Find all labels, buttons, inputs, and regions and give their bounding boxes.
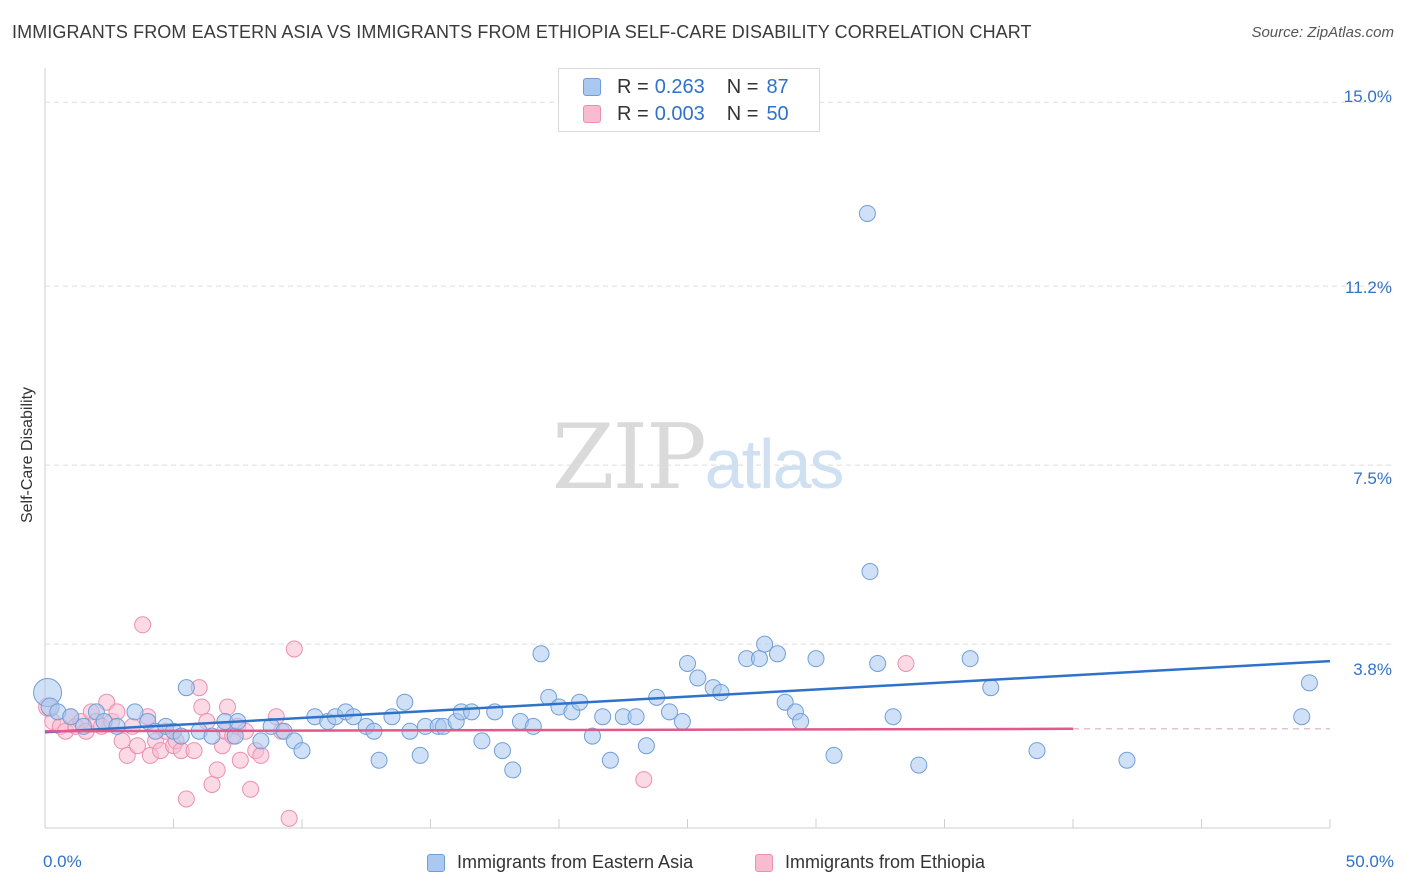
legend-swatch-ethiopia <box>755 853 773 872</box>
r-value: 0.003 <box>654 102 705 125</box>
ethiopia-point <box>897 654 915 672</box>
ethiopia-point <box>635 771 653 789</box>
y-tick-label: 15.0% <box>1343 87 1392 106</box>
y-tick-label: 7.5% <box>1353 469 1392 488</box>
eastern-asia-point <box>411 746 429 764</box>
watermark-atlas: atlas <box>704 425 845 503</box>
eastern-asia-point <box>463 703 481 721</box>
eastern-asia-point <box>1300 674 1318 692</box>
legend-item-eastern-asia: Immigrants from Eastern Asia <box>427 852 693 873</box>
n-label: N = <box>726 75 759 98</box>
eastern-asia-point <box>679 654 696 672</box>
legend-row-ethiopia: R = 0.003 N = 50 <box>583 102 789 126</box>
eastern-asia-point <box>627 708 645 726</box>
legend-label: Immigrants from Ethiopia <box>785 852 986 872</box>
trend-line-eastern-asia <box>44 659 1331 734</box>
ethiopia-point <box>129 737 147 755</box>
gridlines <box>45 101 1392 645</box>
r-label: R = <box>617 102 649 125</box>
ethiopia-point <box>185 742 203 760</box>
eastern-asia-point <box>493 742 511 760</box>
eastern-asia-point <box>601 751 619 769</box>
eastern-asia-point <box>712 684 730 702</box>
legend-row-eastern-asia: R = 0.263 N = 87 <box>583 75 789 99</box>
ethiopia-point <box>208 761 226 779</box>
eastern-asia-point <box>532 645 550 663</box>
eastern-asia-point <box>1028 742 1046 760</box>
eastern-asia-point <box>858 204 876 222</box>
n-label: N = <box>726 102 759 125</box>
eastern-asia-point <box>982 679 1000 697</box>
eastern-asia-point <box>689 669 707 687</box>
eastern-asia-point <box>884 708 902 726</box>
r-label: R = <box>617 75 649 98</box>
eastern-asia-point <box>807 650 825 668</box>
eastern-asia-point <box>177 679 195 697</box>
trend-lines <box>44 659 1331 734</box>
eastern-asia-point <box>594 708 612 726</box>
legend-label: Immigrants from Eastern Asia <box>457 852 694 872</box>
eastern-asia-point <box>370 751 388 769</box>
trend-line-ethiopia <box>44 727 1074 733</box>
ethiopia-point <box>252 746 270 764</box>
eastern-asia-point <box>396 693 414 711</box>
eastern-asia-point <box>661 703 679 721</box>
eastern-asia-point <box>293 742 311 760</box>
ethiopia-point <box>280 809 298 827</box>
ethiopia-point <box>285 640 303 658</box>
eastern-asia-point <box>869 654 887 672</box>
correlation-legend: R = 0.263 N = 87 R = 0.003 N = 50 <box>558 68 820 132</box>
eastern-asia-point <box>524 717 542 735</box>
eastern-asia-point <box>583 727 601 745</box>
eastern-asia-point <box>504 761 522 779</box>
ethiopia-point <box>177 790 195 808</box>
y-tick-label: 3.8% <box>1353 660 1392 679</box>
ethiopia-point <box>193 698 211 716</box>
eastern-asia-point <box>473 732 491 750</box>
eastern-asia-point <box>756 635 774 653</box>
eastern-asia-point <box>1118 751 1136 769</box>
eastern-asia-point <box>768 645 786 663</box>
ethiopia-point <box>242 780 260 798</box>
ethiopia-point <box>231 751 249 769</box>
eastern-asia-point <box>126 703 144 721</box>
eastern-asia-point <box>825 746 843 764</box>
r-value: 0.263 <box>654 75 705 98</box>
eastern-asia-point <box>673 713 691 731</box>
legend-swatch-eastern-asia <box>583 78 601 96</box>
source-label: Source: ZipAtlas.com <box>1251 24 1394 41</box>
eastern-asia-point <box>792 713 810 731</box>
eastern-asia-point <box>252 732 270 750</box>
eastern-asia-point <box>750 650 768 668</box>
y-axis-label: Self-Care Disability <box>19 386 36 524</box>
n-value: 87 <box>766 75 789 98</box>
series-eastern-asia-points <box>33 204 1318 779</box>
n-value: 50 <box>766 102 789 125</box>
eastern-asia-point <box>1293 708 1311 726</box>
ethiopia-point <box>113 732 131 750</box>
eastern-asia-point <box>62 708 80 726</box>
ethiopia-point <box>203 775 221 793</box>
eastern-asia-point <box>910 756 928 774</box>
y-tick-label: 11.2% <box>1345 278 1392 297</box>
eastern-asia-point <box>637 737 655 755</box>
chart-title: IMMIGRANTS FROM EASTERN ASIA VS IMMIGRAN… <box>12 22 1032 42</box>
watermark: ZIPatlas <box>552 405 845 510</box>
x-tick-label: 0.0% <box>43 852 82 871</box>
eastern-asia-point <box>861 563 879 581</box>
eastern-asia-point <box>961 650 979 668</box>
eastern-asia-point <box>383 708 401 726</box>
watermark-zip: ZIP <box>552 405 707 510</box>
legend-swatch-ethiopia <box>583 105 601 123</box>
legend-swatch-eastern-asia <box>427 853 445 872</box>
ethiopia-point <box>134 616 152 634</box>
legend-item-ethiopia: Immigrants from Ethiopia <box>755 852 985 873</box>
ethiopia-point <box>218 698 236 716</box>
x-tick-label: 50.0% <box>1345 852 1394 871</box>
